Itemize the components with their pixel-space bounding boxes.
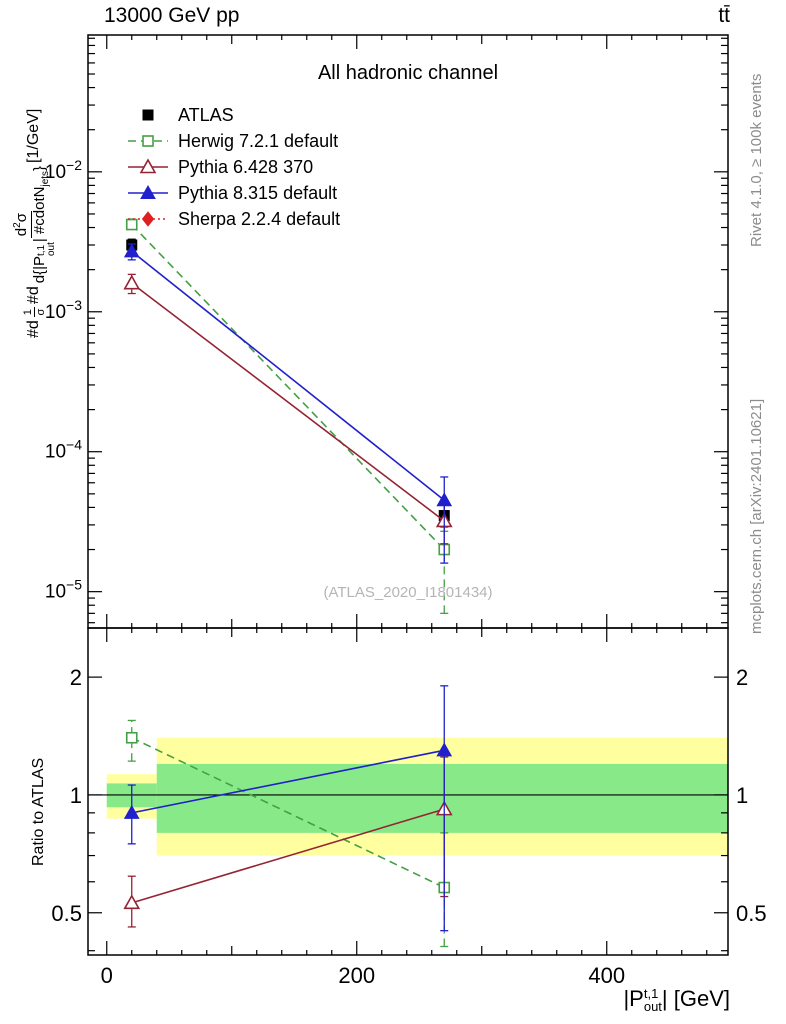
legend-label: Herwig 7.2.1 default bbox=[178, 130, 339, 151]
legend-item-pythia-6-428-370: Pythia 6.428 370 bbox=[126, 154, 340, 180]
legend-marker-icon bbox=[128, 184, 168, 199]
svg-text:2: 2 bbox=[70, 665, 82, 690]
legend-marker-icon bbox=[128, 211, 168, 227]
legend-label: Pythia 6.428 370 bbox=[178, 156, 314, 177]
svg-text:200: 200 bbox=[338, 963, 375, 988]
ylabel-mid: #d bbox=[25, 286, 43, 305]
svg-text:10−5: 10−5 bbox=[45, 577, 82, 603]
svg-text:10−3: 10−3 bbox=[45, 297, 82, 323]
process-label: tt̄ bbox=[718, 4, 730, 27]
x-axis-label: |P t,1 out | [GeV] bbox=[623, 986, 730, 1015]
legend-marker-icon bbox=[128, 135, 168, 147]
series-pythia-8-315-default bbox=[123, 243, 453, 932]
series-atlas bbox=[126, 238, 450, 528]
legend-item-sherpa-2-2-4-default: Sherpa 2.2.4 default bbox=[126, 206, 340, 232]
ylabel-main-fraction: d2σ d{|P t,1 out | #cdotNjets} bbox=[12, 165, 57, 284]
legend-item-pythia-8-315-default: Pythia 8.315 default bbox=[126, 180, 340, 206]
mcplots-arxiv-caption: mcplots.cern.ch [arXiv:2401.10621] bbox=[748, 398, 765, 634]
legend-marker-icon bbox=[142, 109, 154, 121]
svg-text:1: 1 bbox=[736, 783, 748, 808]
legend-marker-icon bbox=[128, 158, 168, 174]
plot-title: All hadronic channel bbox=[317, 62, 499, 84]
legend-label: ATLAS bbox=[178, 104, 234, 125]
rivet-version-caption: Rivet 4.1.0, ≥ 100k events bbox=[748, 73, 765, 247]
legend-item-herwig-7-2-1-default: Herwig 7.2.1 default bbox=[126, 128, 340, 154]
ylabel-prefix: #d bbox=[25, 320, 43, 338]
svg-text:400: 400 bbox=[588, 963, 625, 988]
analysis-watermark: (ATLAS_2020_I1801434) bbox=[323, 584, 493, 601]
beam-energy-label: 13000 GeV pp bbox=[104, 4, 240, 27]
ratio-y-axis-label: Ratio to ATLAS bbox=[30, 757, 47, 866]
svg-text:0.5: 0.5 bbox=[51, 901, 82, 926]
legend-label: Sherpa 2.2.4 default bbox=[178, 208, 341, 229]
svg-text:0.5: 0.5 bbox=[736, 901, 767, 926]
svg-text:0: 0 bbox=[101, 963, 113, 988]
svg-text:10−4: 10−4 bbox=[45, 437, 82, 463]
main-y-axis-label: #d 1 σ #d d2σ d{|P t,1 out | #cdotNjets} [1… bbox=[12, 109, 57, 338]
ylabel-units: [1/GeV] bbox=[25, 108, 43, 163]
legend: ATLAS Herwig 7.2.1 default Pythia 6.428 37… bbox=[126, 102, 340, 232]
svg-text:2: 2 bbox=[736, 665, 748, 690]
axes: 0 200 400 10−5 10−4 10−3 10−2 0.5 0.5 1 1 2 2 bbox=[45, 34, 767, 988]
svg-text:1: 1 bbox=[70, 783, 82, 808]
legend-label: Pythia 8.315 default bbox=[178, 182, 338, 203]
legend-item-atlas: ATLAS bbox=[126, 102, 340, 128]
svg-text:10−2: 10−2 bbox=[45, 157, 82, 183]
ylabel-one-over-sigma: 1 σ bbox=[21, 307, 47, 318]
